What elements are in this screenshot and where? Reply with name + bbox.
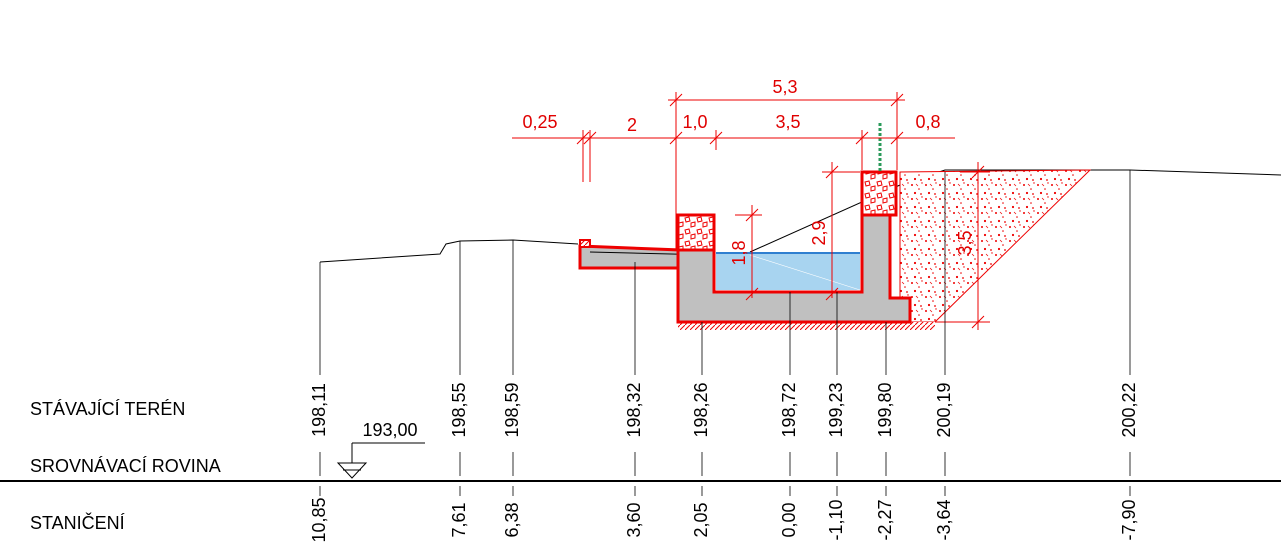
terrain-value: 198,72 — [779, 382, 799, 437]
terrain-value: 198,32 — [624, 382, 644, 437]
station-value: 3,60 — [624, 502, 644, 537]
terrain-value: 198,55 — [449, 382, 469, 437]
row-label: STÁVAJÍCÍ TERÉN — [30, 399, 185, 419]
dimension-label: 0,8 — [915, 112, 940, 132]
dimension-label: 3,5 — [775, 112, 800, 132]
structure — [319, 123, 1281, 330]
terrain-value: 198,59 — [502, 382, 522, 437]
terrain-value: 200,22 — [1119, 382, 1139, 437]
datum-level: 193,00 — [362, 420, 417, 440]
row-label: SROVNÁVACÍ ROVINA — [30, 456, 221, 476]
dimension-label: 5,3 — [772, 77, 797, 97]
station-value: 2,05 — [691, 502, 711, 537]
station-value: -1,10 — [826, 499, 846, 540]
station-value: 7,61 — [449, 502, 469, 537]
station-value: -7,90 — [1119, 499, 1139, 540]
dimension-label: 0,25 — [522, 112, 557, 132]
row-label: STANIČENÍ — [30, 512, 125, 533]
dimension-label: 2 — [627, 115, 637, 135]
dimension-label: 2,9 — [809, 220, 829, 245]
terrain-value: 198,26 — [691, 382, 711, 437]
dimension-label: 3,5 — [955, 230, 975, 255]
station-value: 6,38 — [502, 502, 522, 537]
station-value: 10,85 — [309, 497, 329, 542]
terrain-value: 198,11 — [309, 383, 329, 437]
terrain-value: 199,23 — [826, 382, 846, 437]
dimension-label: 1,0 — [682, 112, 707, 132]
terrain-value: 199,80 — [875, 382, 895, 437]
station-value: 0,00 — [779, 502, 799, 537]
station-value: -3,64 — [934, 499, 954, 540]
terrain-value: 200,19 — [934, 382, 954, 437]
bands — [0, 442, 1281, 482]
station-value: -2,27 — [875, 499, 895, 540]
dimension-label: 1,8 — [729, 240, 749, 265]
dimension-lines — [512, 92, 990, 330]
